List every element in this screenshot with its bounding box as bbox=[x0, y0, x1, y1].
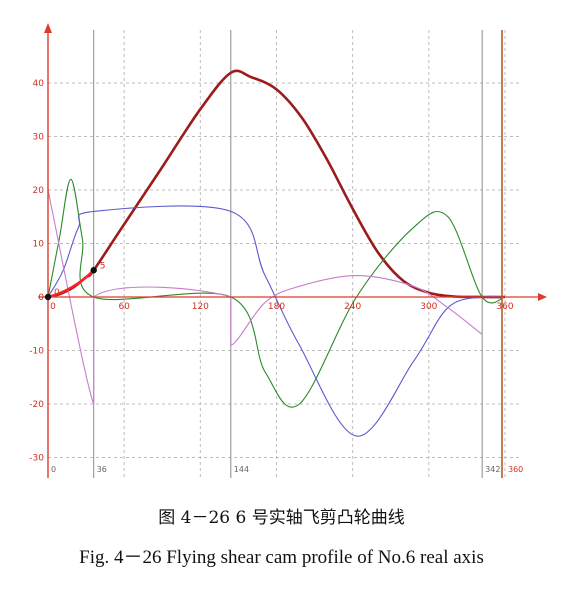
series-line-3 bbox=[47, 189, 483, 405]
x-tick-label: 300 bbox=[420, 302, 437, 312]
y-tick-label: 10 bbox=[33, 240, 45, 250]
x-tick-label: 240 bbox=[344, 302, 361, 312]
x-tick-label: 60 bbox=[118, 302, 130, 312]
key-point-marker bbox=[44, 293, 52, 301]
y-tick-label: -30 bbox=[29, 454, 44, 464]
x-tick-label: 180 bbox=[268, 302, 285, 312]
key-point-marker bbox=[90, 267, 97, 274]
grid-lines bbox=[48, 30, 520, 478]
figure-caption-chinese: 图 4－26 6 号实轴飞剪凸轮曲线 bbox=[158, 508, 405, 528]
cam-profile-chart: -30 -20 -10 0 10 20 30 40 0 60 120 180 240 300 360 0 36 1… bbox=[29, 23, 547, 478]
x-tick-label: 120 bbox=[192, 302, 209, 312]
y-tick-label: 30 bbox=[33, 133, 45, 143]
y-axis-arrow bbox=[44, 23, 52, 33]
segment-marker-label: 36 bbox=[97, 465, 107, 474]
y-tick-label: 20 bbox=[33, 186, 45, 196]
y-tick-label: -10 bbox=[29, 347, 44, 357]
segment-marker-label: 342 bbox=[485, 465, 500, 474]
axes bbox=[38, 23, 547, 478]
x-axis-arrow bbox=[538, 293, 547, 301]
figure-caption-english: Fig. 4－26 Flying shear cam profile of No… bbox=[79, 547, 484, 568]
series-start-segment bbox=[47, 269, 95, 299]
tick-labels: -30 -20 -10 0 10 20 30 40 0 60 120 180 240 300 360 0 36 1… bbox=[29, 79, 523, 474]
x-tick-label: 360 bbox=[496, 302, 513, 312]
key-points: 05 bbox=[44, 261, 106, 301]
segment-boundary-lines bbox=[93, 30, 483, 478]
series-line-1 bbox=[47, 178, 506, 408]
key-point-label: 5 bbox=[100, 261, 106, 271]
segment-marker-label: 360 bbox=[508, 465, 523, 474]
series-layer bbox=[47, 69, 506, 437]
x-tick-label: 0 bbox=[50, 302, 56, 312]
chart-svg: -30 -20 -10 0 10 20 30 40 0 60 120 180 240 300 360 0 36 1… bbox=[29, 23, 547, 478]
segment-marker-label: 0 bbox=[51, 465, 56, 474]
y-tick-label: 0 bbox=[38, 293, 44, 303]
key-point-label: 0 bbox=[54, 288, 60, 298]
y-tick-label: 40 bbox=[33, 79, 45, 89]
segment-marker-label: 144 bbox=[234, 465, 249, 474]
y-tick-label: -20 bbox=[29, 400, 44, 410]
